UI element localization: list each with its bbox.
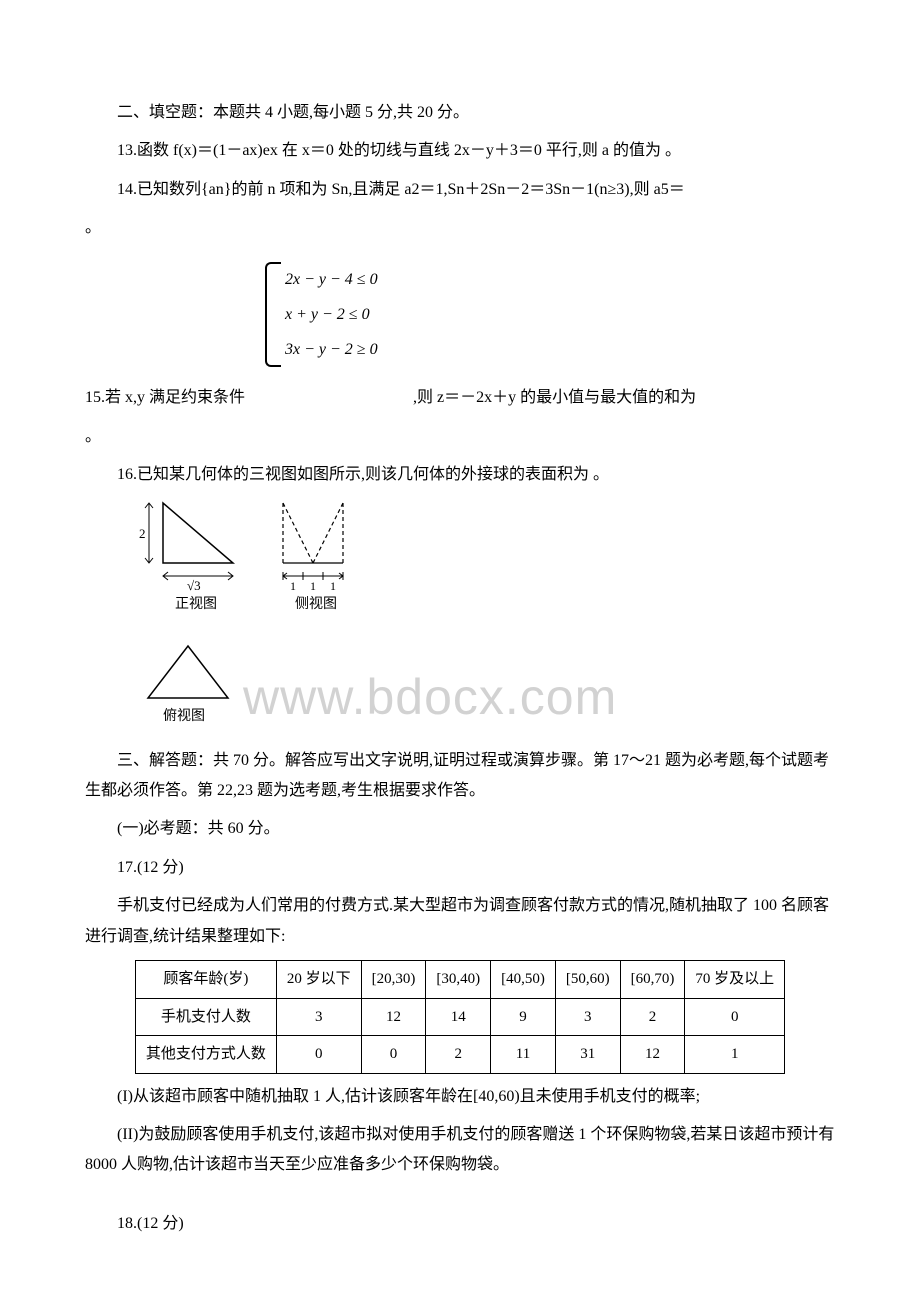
q17-II: (II)为鼓励顾客使用手机支付,该超市拟对使用手机支付的顾客赠送 1 个环保购物… (85, 1120, 835, 1181)
q17-title: 17.(12 分) (85, 853, 835, 883)
svg-text:1: 1 (290, 579, 296, 593)
q14-tail: 。 (85, 213, 835, 243)
q15-c1: 2x − y − 4 ≤ 0 (285, 262, 378, 297)
q15-post: ,则 z＝－2x＋y 的最小值与最大值的和为 (413, 389, 696, 406)
table-row: 其他支付方式人数 0 0 2 11 31 12 1 (135, 1036, 784, 1074)
q17-I: (I)从该超市顾客中随机抽取 1 人,估计该顾客年龄在[40,60)且未使用手机… (85, 1082, 835, 1112)
q17-table: 顾客年龄(岁) 20 岁以下 [20,30) [30,40) [40,50) [… (135, 960, 785, 1074)
cell: 0 (276, 1036, 361, 1074)
q15-c3: 3x − y − 2 ≥ 0 (285, 332, 378, 367)
cell: 2 (620, 998, 685, 1036)
svg-text:2: 2 (139, 526, 146, 541)
q15-line: 15.若 x,y 满足约束条件 ,则 z＝－2x＋y 的最小值与最大值的和为 (85, 383, 835, 413)
cell: 手机支付人数 (135, 998, 276, 1036)
q15-c2: x + y − 2 ≤ 0 (285, 297, 378, 332)
watermark-text: www.bdocx.com (243, 650, 617, 745)
cell: 其他支付方式人数 (135, 1036, 276, 1074)
cell: 3 (276, 998, 361, 1036)
cell: 12 (361, 998, 426, 1036)
th-3: [30,40) (426, 961, 491, 999)
cell: 3 (555, 998, 620, 1036)
section-2-heading: 二、填空题：本题共 4 小题,每小题 5 分,共 20 分。 (85, 98, 835, 128)
q18-title: 18.(12 分) (85, 1209, 835, 1239)
section-3-heading: 三、解答题：共 70 分。解答应写出文字说明,证明过程或演算步骤。第 17～21… (85, 746, 835, 807)
svg-text:俯视图: 俯视图 (163, 708, 205, 724)
th-6: [60,70) (620, 961, 685, 999)
cell: 11 (491, 1036, 556, 1074)
cell: 31 (555, 1036, 620, 1074)
svg-text:侧视图: 侧视图 (295, 596, 337, 612)
q16: 16.已知某几何体的三视图如图所示,则该几何体的外接球的表面积为 。 (85, 460, 835, 490)
svg-text:正视图: 正视图 (175, 596, 217, 612)
q17-body: 手机支付已经成为人们常用的付费方式.某大型超市为调查顾客付款方式的情况,随机抽取… (85, 891, 835, 952)
cell: 1 (685, 1036, 785, 1074)
cell: 9 (491, 998, 556, 1036)
svg-text:1: 1 (330, 579, 336, 593)
svg-text:√3: √3 (187, 578, 201, 593)
q13: 13.函数 f(x)＝(1－ax)ex 在 x＝0 处的切线与直线 2x－y＋3… (85, 136, 835, 166)
q14: 14.已知数列{an}的前 n 项和为 Sn,且满足 a2＝1,Sn＋2Sn－2… (85, 175, 835, 205)
th-0: 顾客年龄(岁) (135, 961, 276, 999)
th-4: [40,50) (491, 961, 556, 999)
cell: 12 (620, 1036, 685, 1074)
section-3-sub1: (一)必考题：共 60 分。 (85, 814, 835, 844)
table-row: 手机支付人数 3 12 14 9 3 2 0 (135, 998, 784, 1036)
three-views-figure: 2 √3 正视图 (133, 498, 835, 629)
th-2: [20,30) (361, 961, 426, 999)
cell: 2 (426, 1036, 491, 1074)
th-1: 20 岁以下 (276, 961, 361, 999)
th-7: 70 岁及以上 (685, 961, 785, 999)
watermark-row: 俯视图 www.bdocx.com (133, 638, 835, 738)
q15-pre: 15.若 x,y 满足约束条件 (85, 389, 245, 406)
th-5: [50,60) (555, 961, 620, 999)
cell: 14 (426, 998, 491, 1036)
svg-text:1: 1 (310, 579, 316, 593)
cell: 0 (685, 998, 785, 1036)
q15-tail: 。 (85, 422, 835, 452)
cell: 0 (361, 1036, 426, 1074)
q15-constraints: 2x − y − 4 ≤ 0 x + y − 2 ≤ 0 3x − y − 2 … (265, 262, 378, 368)
